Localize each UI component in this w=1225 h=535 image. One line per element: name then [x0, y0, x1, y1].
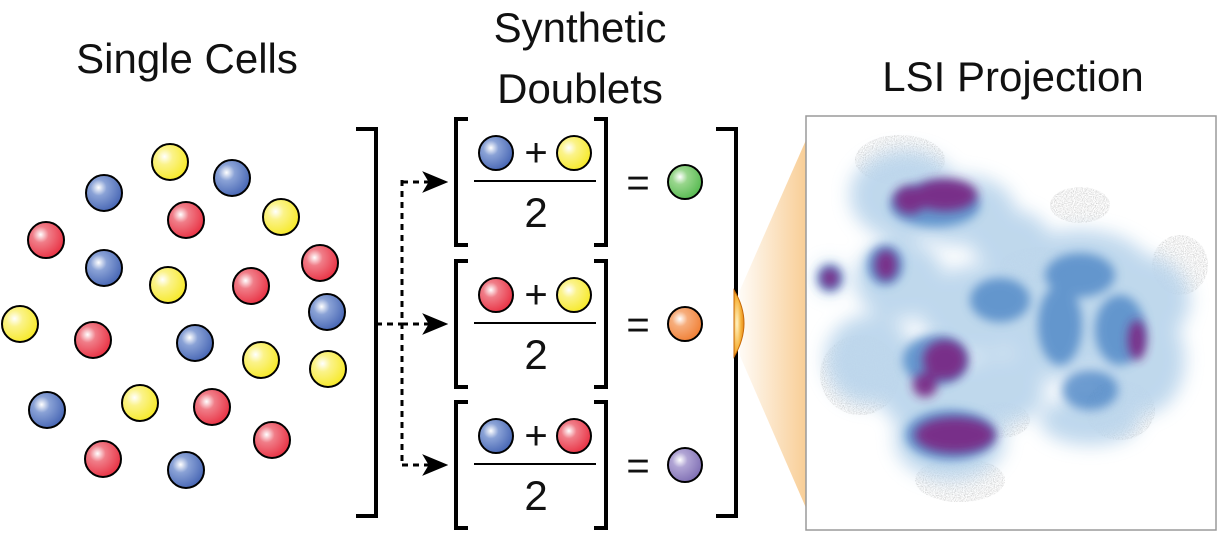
cell-yellow-9 [149, 266, 187, 304]
dashed-connector [376, 180, 404, 464]
cell-red-10 [232, 267, 270, 305]
equals-sign: = [626, 303, 649, 347]
equals-sign: = [626, 444, 649, 488]
denominator: 2 [524, 189, 547, 236]
cell-blue-7 [85, 249, 123, 287]
cell-yellow-18 [121, 384, 159, 422]
cell-yellow-16 [309, 350, 347, 388]
cell-blue-17 [28, 391, 66, 429]
equation-1: +2 = [454, 117, 703, 247]
equation-left-bracket [454, 259, 468, 389]
right-bracket [716, 127, 738, 518]
doublet-result-green [667, 164, 703, 200]
synthetic-doublets-title-line1: Synthetic [494, 4, 667, 51]
denominator: 2 [524, 472, 547, 519]
spotlight-beam [740, 140, 806, 508]
cell-blue-11 [308, 293, 346, 331]
equation-left-bracket [454, 400, 468, 530]
equation-2: +2 = [454, 259, 703, 389]
density-dark-layer [821, 179, 1146, 453]
cell-red-4 [27, 221, 65, 259]
cell-red-6 [167, 201, 205, 239]
equation-right-cell-red [556, 418, 592, 454]
equations-group: +2 = +2 = +2 = [454, 117, 703, 530]
lsi-projection-plot [805, 115, 1217, 531]
equation-left-bracket [454, 117, 468, 247]
synthetic-doublets-title-line2: Doublets [497, 65, 663, 112]
cell-blue-2 [85, 174, 123, 212]
equation-right-bracket [594, 117, 608, 247]
plus-sign: + [524, 414, 547, 458]
single-cells-group [1, 143, 347, 489]
cell-blue-3 [213, 159, 251, 197]
equation-3: +2 = [454, 400, 703, 530]
doublet-result-orange [667, 306, 703, 342]
plus-sign: + [524, 131, 547, 175]
equation-right-cell-yellow [556, 135, 592, 171]
equation-left-cell-blue [478, 418, 514, 454]
equation-right-bracket [594, 259, 608, 389]
equation-right-cell-yellow [556, 277, 592, 313]
cell-red-13 [74, 321, 112, 359]
equation-left-cell-red [478, 277, 514, 313]
cell-red-20 [253, 421, 291, 459]
cell-yellow-15 [242, 341, 280, 379]
lsi-projection-title: LSI Projection [882, 53, 1143, 100]
cell-yellow-5 [262, 198, 300, 236]
cell-yellow-12 [1, 305, 39, 343]
doublet-arrows [402, 171, 449, 476]
denominator: 2 [524, 331, 547, 378]
cell-blue-14 [176, 324, 214, 362]
equation-left-cell-blue [478, 135, 514, 171]
equation-right-bracket [594, 400, 608, 530]
plus-sign: + [524, 273, 547, 317]
outer-bracket [356, 127, 378, 518]
cell-red-21 [84, 440, 122, 478]
single-cells-title: Single Cells [76, 35, 298, 82]
cell-yellow-1 [151, 143, 189, 181]
cell-red-8 [301, 244, 339, 282]
cell-blue-22 [167, 451, 205, 489]
cell-red-19 [193, 388, 231, 426]
equals-sign: = [626, 161, 649, 205]
doublet-result-purple [667, 447, 703, 483]
spotlight-lens [733, 288, 745, 359]
